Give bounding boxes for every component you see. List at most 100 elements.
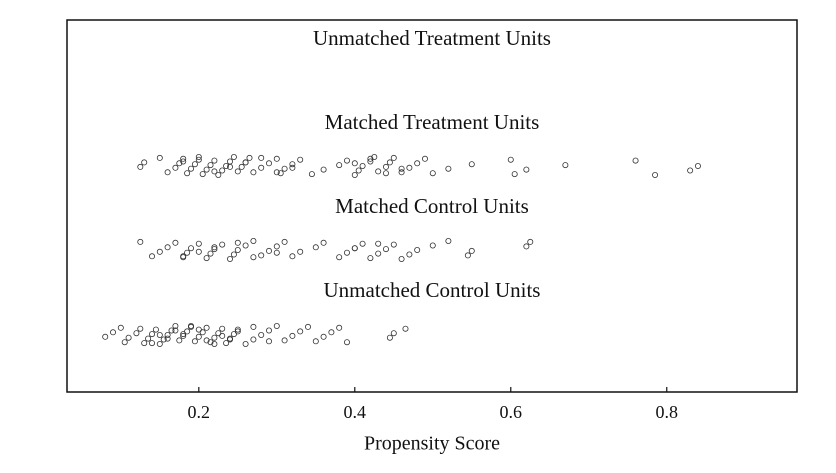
data-point	[234, 168, 241, 175]
data-point	[507, 156, 514, 163]
data-point	[258, 331, 265, 338]
data-point	[265, 327, 272, 334]
data-point	[258, 164, 265, 171]
data-point	[250, 336, 257, 343]
data-point	[164, 169, 171, 176]
data-point	[211, 340, 218, 347]
row-label: Unmatched Control Units	[324, 278, 541, 302]
data-point	[265, 160, 272, 167]
data-point	[203, 166, 210, 173]
data-point	[402, 325, 409, 332]
data-point	[273, 243, 280, 250]
data-point	[203, 324, 210, 331]
data-point	[511, 171, 518, 178]
data-point	[297, 328, 304, 335]
data-point	[117, 324, 124, 331]
data-point	[219, 325, 226, 332]
data-point	[273, 249, 280, 256]
data-point	[195, 333, 202, 340]
data-point	[468, 161, 475, 168]
data-point	[343, 157, 350, 164]
data-point	[464, 252, 471, 259]
data-point	[375, 250, 382, 257]
data-point	[250, 237, 257, 244]
x-tick-label: 0.2	[188, 402, 211, 422]
data-point	[184, 249, 191, 256]
data-point	[219, 241, 226, 248]
data-point	[180, 253, 187, 260]
data-point	[230, 153, 237, 160]
data-point	[375, 240, 382, 247]
data-point	[164, 335, 171, 342]
data-point	[273, 169, 280, 176]
data-point	[234, 239, 241, 246]
data-point	[258, 252, 265, 259]
data-point	[250, 323, 257, 330]
data-point	[110, 329, 117, 336]
data-point	[304, 323, 311, 330]
data-point	[429, 170, 436, 177]
data-point	[468, 247, 475, 254]
data-point	[191, 161, 198, 168]
x-tick-label: 0.8	[656, 402, 679, 422]
data-point	[102, 333, 109, 340]
data-point	[211, 244, 218, 251]
data-point	[149, 253, 156, 260]
data-point	[414, 246, 421, 253]
data-point	[227, 255, 234, 262]
data-point	[281, 238, 288, 245]
data-point	[312, 338, 319, 345]
data-point	[265, 247, 272, 254]
data-point	[367, 155, 374, 162]
data-point	[160, 336, 167, 343]
data-point	[390, 330, 397, 337]
data-point	[281, 337, 288, 344]
data-point	[562, 162, 569, 169]
data-point	[351, 160, 358, 167]
data-point	[156, 154, 163, 161]
data-point	[320, 333, 327, 340]
data-point	[382, 163, 389, 170]
data-point	[250, 254, 257, 261]
data-point	[289, 164, 296, 171]
data-point	[687, 167, 694, 174]
data-point	[215, 171, 222, 178]
data-point	[242, 340, 249, 347]
data-point	[336, 324, 343, 331]
data-point	[180, 155, 187, 162]
data-point	[289, 332, 296, 339]
data-point	[382, 170, 389, 177]
data-point	[277, 170, 284, 177]
data-point	[188, 245, 195, 252]
data-point	[211, 246, 218, 253]
data-point	[227, 336, 234, 343]
data-point	[359, 240, 366, 247]
data-point	[398, 255, 405, 262]
data-point	[195, 326, 202, 333]
data-point	[308, 171, 315, 178]
data-point	[145, 335, 152, 342]
data-point	[227, 158, 234, 165]
data-point	[230, 251, 237, 258]
data-point	[141, 340, 148, 347]
data-point	[273, 322, 280, 329]
data-point	[203, 337, 210, 344]
data-point	[137, 325, 144, 332]
data-point	[195, 248, 202, 255]
data-point	[191, 338, 198, 345]
data-point	[141, 159, 148, 166]
x-axis-label: Propensity Score	[364, 433, 500, 455]
data-point	[312, 244, 319, 251]
data-point	[172, 322, 179, 329]
data-point	[406, 164, 413, 171]
data-point	[149, 331, 156, 338]
data-point	[242, 242, 249, 249]
data-point	[188, 322, 195, 329]
data-point	[390, 154, 397, 161]
data-point	[445, 165, 452, 172]
row-label: Matched Control Units	[335, 194, 529, 218]
data-point	[195, 240, 202, 247]
data-point	[523, 166, 530, 173]
